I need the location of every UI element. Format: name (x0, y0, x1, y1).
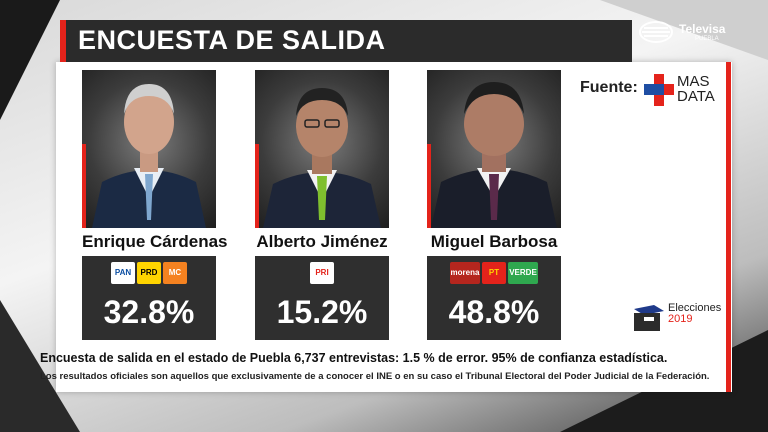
photo-accent-bar (427, 144, 431, 228)
candidate-photo (82, 70, 216, 228)
elecciones-year: 2019 (668, 313, 693, 325)
broadcaster-region: PUEBLA (695, 36, 719, 42)
pri-logo-icon: PRI (310, 262, 334, 284)
official-results-disclaimer: Los resultados oficiales son aquellos qu… (40, 371, 710, 382)
candidate-result-box: PAN PRD MC 32.8% (82, 256, 216, 340)
candidate-name: Enrique Cárdenas (82, 232, 228, 251)
morena-logo-icon: morena (450, 262, 480, 284)
candidate-photo (255, 70, 389, 228)
verde-logo-icon: VERDE (508, 262, 538, 284)
pan-logo-icon: PAN (111, 262, 135, 284)
photo-accent-bar (255, 144, 259, 228)
source-brand: MAS DATA (677, 74, 715, 104)
page-title: ENCUESTA DE SALIDA (78, 25, 386, 55)
pt-logo-icon: PT (482, 262, 506, 284)
broadcaster-logo: Televisa PUEBLA (636, 18, 746, 46)
candidate-percentage: 48.8% (448, 294, 540, 330)
panel-accent-bar (726, 62, 731, 392)
candidate-percentage: 32.8% (103, 294, 195, 330)
candidate-result-box: PRI 15.2% (255, 256, 389, 340)
candidate-percentage: 15.2% (276, 294, 368, 330)
survey-methodology-note: Encuesta de salida en el estado de Puebl… (40, 351, 668, 365)
mc-logo-icon: MC (163, 262, 187, 284)
candidate-portrait-icon (431, 82, 557, 228)
mas-data-cross-icon (644, 74, 674, 106)
candidate-card-jimenez: Alberto Jiménez PRI 15.2% (255, 70, 389, 340)
elecciones-logo-icon (634, 305, 664, 331)
candidate-portrait-icon (92, 84, 206, 228)
party-logos: PAN PRD MC (82, 262, 216, 284)
candidate-card-barbosa: Miguel Barbosa morena PT VERDE 48.8% (427, 70, 561, 340)
candidate-card-cardenas: Enrique Cárdenas PAN PRD MC 32.8% (82, 70, 228, 340)
photo-accent-bar (82, 144, 86, 228)
source-label: Fuente: (580, 79, 638, 96)
candidate-photo (427, 70, 561, 228)
elecciones-label: Elecciones 2019 (668, 303, 721, 325)
source-brand-line2: DATA (677, 88, 715, 105)
party-logos: PRI (255, 262, 389, 284)
candidate-result-box: morena PT VERDE 48.8% (427, 256, 561, 340)
candidate-name: Miguel Barbosa (430, 232, 558, 251)
candidate-portrait-icon (263, 88, 381, 228)
title-bar (60, 20, 632, 62)
source-brand-line1: MAS (677, 73, 710, 90)
title-accent-bar (60, 20, 66, 62)
elecciones-title: Elecciones (668, 302, 722, 314)
broadcaster-name: Televisa (679, 22, 726, 36)
prd-logo-icon: PRD (137, 262, 161, 284)
candidate-name: Alberto Jiménez (256, 232, 388, 251)
televisa-logo-icon (639, 21, 673, 43)
party-logos: morena PT VERDE (427, 262, 561, 284)
